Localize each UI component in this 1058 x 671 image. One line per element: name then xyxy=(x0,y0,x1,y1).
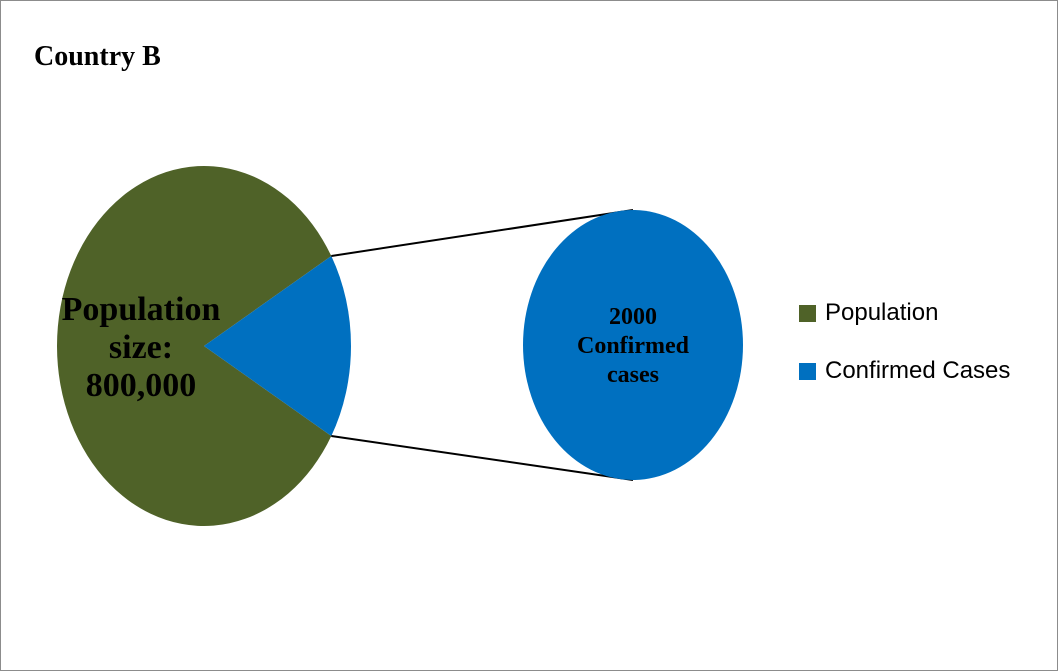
chart-title: Country B xyxy=(34,41,161,72)
legend-swatch-population xyxy=(799,304,816,322)
zoom-circle-confirmed-cases xyxy=(523,210,743,480)
pie-label-population: Population size: 800,000 xyxy=(31,291,251,405)
zoom-label-confirmed-cases: 2000 Confirmed cases xyxy=(548,303,718,390)
connector-line-bottom xyxy=(331,435,634,481)
legend-label-population: Population xyxy=(825,299,939,326)
legend-item-confirmed-cases: Confirmed Cases xyxy=(799,357,1010,385)
pie-label-line: Population xyxy=(61,291,221,328)
legend-item-population: Population xyxy=(799,299,1010,327)
legend-swatch-confirmed-cases xyxy=(799,362,816,380)
pie-slice-population xyxy=(56,166,332,527)
pie-slice-confirmed-cases xyxy=(204,256,351,436)
connector-line-top xyxy=(331,209,634,257)
zoom-label-line: cases xyxy=(607,362,659,388)
zoom-label-line: Confirmed xyxy=(577,333,689,359)
chart-legend: Population Confirmed Cases xyxy=(799,299,1010,415)
legend-label-confirmed-cases: Confirmed Cases xyxy=(825,357,1011,384)
zoom-label-line: 2000 xyxy=(609,304,657,330)
pie-label-line: 800,000 xyxy=(85,367,197,404)
pie-label-line: size: xyxy=(108,329,174,366)
